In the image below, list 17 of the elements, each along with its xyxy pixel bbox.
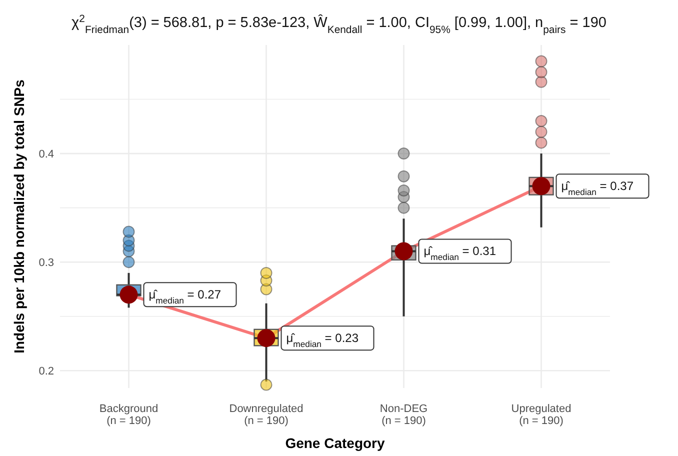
x-tick-label: Background (n = 190) [99, 403, 158, 427]
point [394, 242, 413, 260]
annotation: μ̂$_{median}$ = 0.31 [424, 244, 496, 262]
y-axis-title: Indels per 10kb normalized by total SNPs [11, 79, 27, 354]
x-axis-title: Gene Category [285, 435, 386, 451]
annotation: μ̂$_{median}$ = 0.37 [561, 179, 634, 198]
point [257, 329, 276, 348]
point [120, 286, 138, 304]
annotation: μ̂$_{median}$ = 0.23 [286, 331, 359, 350]
y-tick-label: 0.4 [38, 148, 54, 160]
annotation: μ̂$_{median}$ = 0.27 [148, 288, 222, 306]
x-tick-label: Upregulated (n = 190) [511, 403, 572, 427]
y-tick-label: 0.2 [38, 365, 54, 378]
y-tick-label: 0.3 [38, 256, 54, 269]
chart-title: χ$^{2}$$_{Friedman}$(3) = 568.81, p = 5.83e-123, Ŵ$_{Kendall}$ = 1.00, CI$_{95%}$ [0.99, 1.00], n$_{pairs}$ = 190 [72, 14, 606, 36]
x-tick-label: Non-DEG (n = 190) [380, 403, 428, 427]
x-tick-label: Downregulated (n = 190) [229, 403, 304, 427]
